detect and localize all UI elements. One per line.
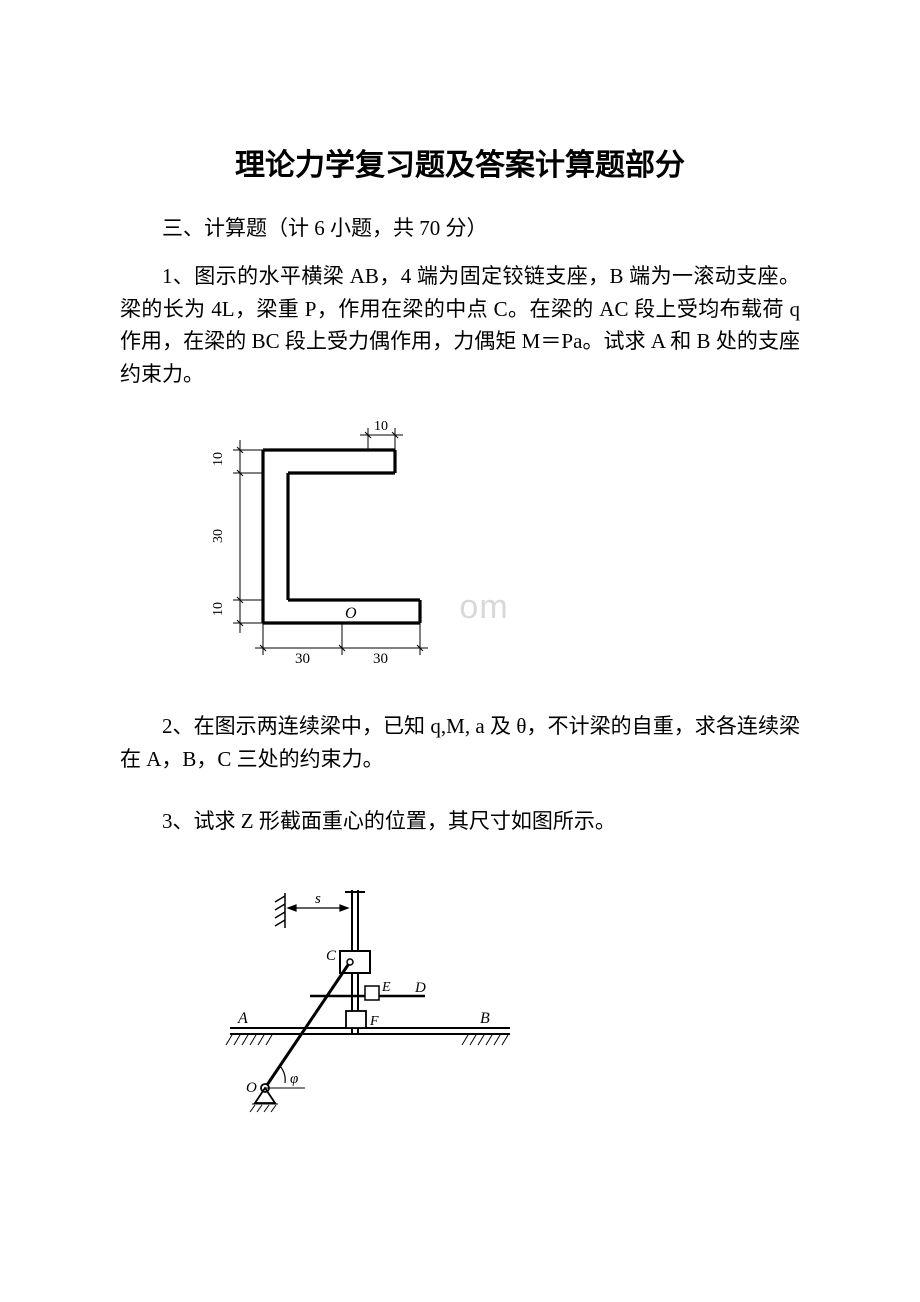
figure-1: 10 10 30 10 30 — [200, 410, 800, 680]
label-A: A — [237, 1010, 248, 1027]
z-section-diagram: 10 10 30 10 30 — [200, 410, 460, 680]
page-title: 理论力学复习题及答案计算题部分 — [120, 140, 800, 184]
dim-bot-right: 30 — [373, 651, 388, 667]
label-s: s — [315, 891, 321, 907]
figure-2: s C E D F A B — [210, 878, 800, 1118]
label-D: D — [414, 980, 426, 996]
origin-label: O — [345, 605, 357, 622]
question-2-text: 2、在图示两连续梁中，已知 q,M, a 及 θ，不计梁的自重，求各连续梁在 A… — [120, 710, 800, 775]
dim-bot-left: 30 — [295, 651, 310, 667]
label-F: F — [369, 1014, 379, 1029]
dim-left-top: 10 — [211, 452, 226, 466]
section-header: 三、计算题（计 6 小题，共 70 分） — [120, 212, 800, 242]
mechanism-diagram: s C E D F A B — [210, 878, 530, 1118]
label-phi: φ — [290, 1071, 298, 1087]
label-B: B — [480, 1010, 490, 1027]
label-E: E — [381, 980, 391, 995]
label-O: O — [246, 1080, 257, 1096]
dim-left-mid: 30 — [211, 529, 226, 543]
label-C: C — [326, 948, 337, 964]
dim-top: 10 — [374, 419, 388, 434]
dim-left-bot: 10 — [211, 602, 226, 616]
question-1-text: 1、图示的水平横梁 AB，4 端为固定铰链支座，B 端为一滚动支座。梁的长为 4… — [120, 260, 800, 390]
question-3-text: 3、试求 Z 形截面重心的位置，其尺寸如图所示。 — [120, 805, 800, 838]
